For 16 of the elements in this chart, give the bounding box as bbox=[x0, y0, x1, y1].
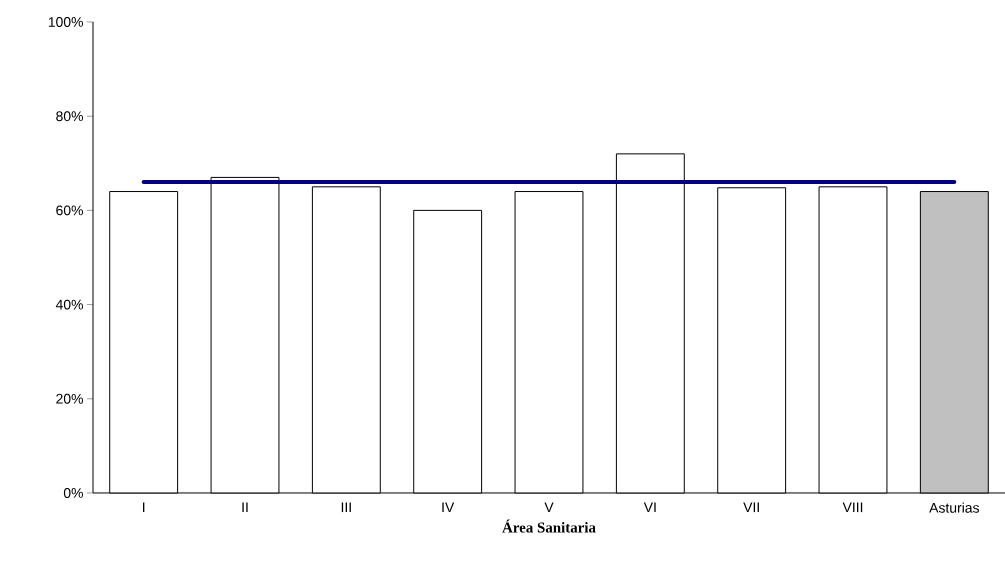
x-tick-label: III bbox=[341, 502, 351, 513]
y-tick-label: 60% bbox=[56, 205, 83, 216]
x-tick-label: Asturias bbox=[929, 502, 980, 513]
x-tick-label: V bbox=[544, 502, 554, 513]
y-tick-label: 40% bbox=[55, 299, 83, 310]
x-tick-label: VII bbox=[743, 502, 759, 513]
y-tick-label: 100% bbox=[48, 17, 83, 27]
y-tick-label: 0% bbox=[63, 488, 83, 498]
x-axis-title: Área Sanitaria bbox=[502, 519, 596, 533]
x-tick-label: I bbox=[143, 502, 145, 513]
x-tick-label: VIII bbox=[842, 502, 863, 513]
y-tick-label: 80% bbox=[56, 111, 83, 122]
x-tick-label: VI bbox=[643, 502, 656, 513]
x-tick-label: II bbox=[242, 502, 248, 513]
y-tick-label: 20% bbox=[56, 393, 83, 404]
x-tick-label: IV bbox=[442, 502, 455, 513]
